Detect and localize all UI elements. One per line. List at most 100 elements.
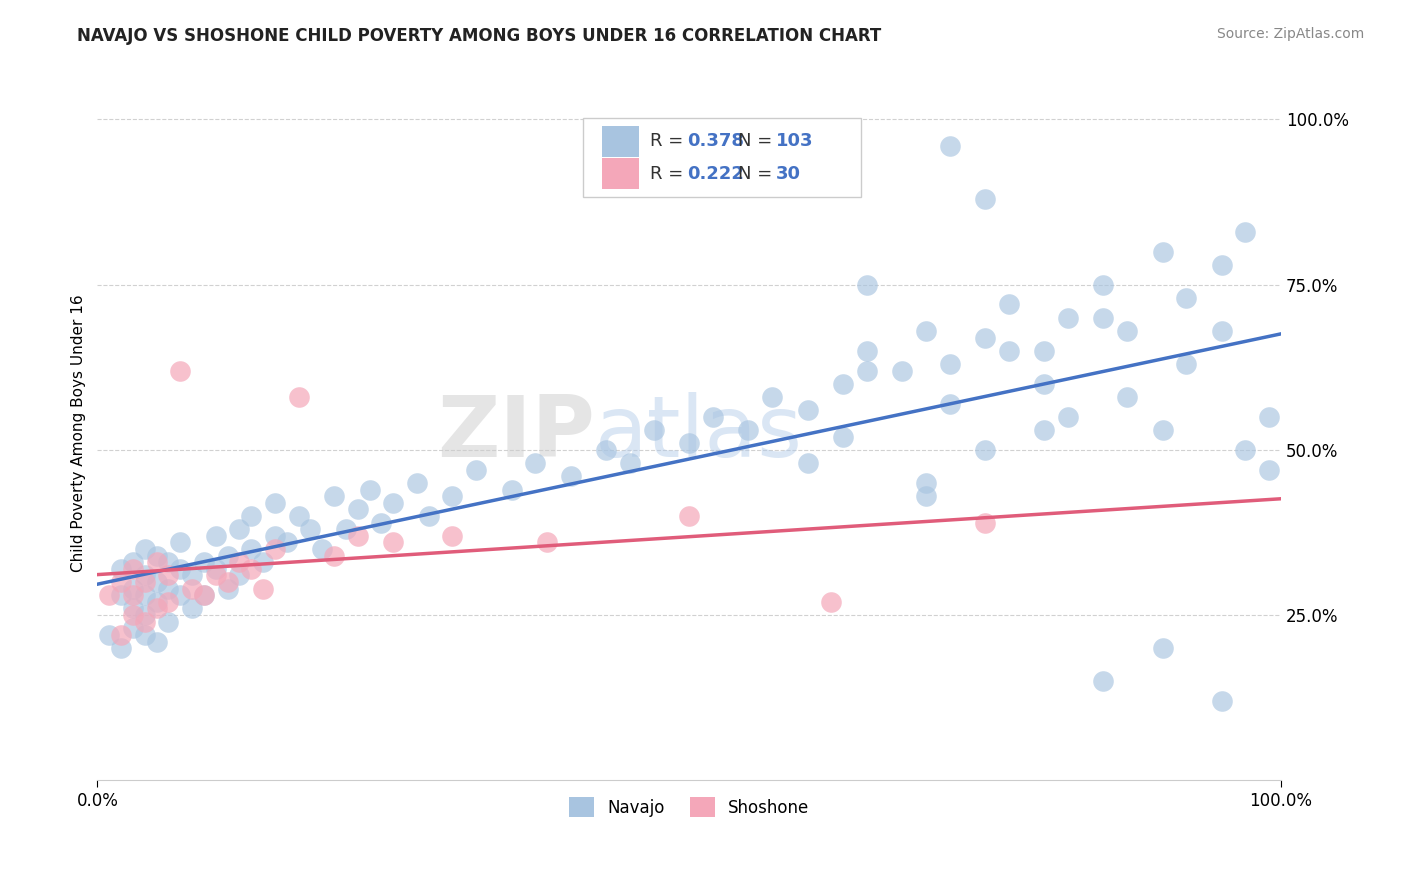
Point [406, 475, 429, 490]
Point [441, 529, 464, 543]
Point [915, 489, 938, 503]
Point [643, 423, 665, 437]
Point [1152, 641, 1174, 656]
Point [204, 562, 226, 576]
Point [276, 535, 298, 549]
Point [1116, 324, 1139, 338]
Point [157, 615, 180, 629]
Point [217, 575, 239, 590]
Point [252, 555, 274, 569]
Point [761, 390, 783, 404]
Point [240, 541, 263, 556]
Point [997, 297, 1019, 311]
Point [974, 442, 997, 457]
Point [145, 555, 167, 569]
Point [370, 516, 392, 530]
Point [323, 489, 346, 503]
Text: R =: R = [650, 164, 689, 183]
Point [855, 363, 877, 377]
Point [204, 529, 226, 543]
Point [702, 409, 724, 424]
Point [997, 343, 1019, 358]
Point [1092, 674, 1115, 689]
Point [145, 549, 167, 563]
Point [974, 192, 997, 206]
Y-axis label: Child Poverty Among Boys Under 16: Child Poverty Among Boys Under 16 [72, 294, 86, 572]
Point [737, 423, 759, 437]
Point [619, 456, 641, 470]
Point [134, 588, 156, 602]
Point [217, 582, 239, 596]
Point [346, 529, 368, 543]
Point [820, 595, 842, 609]
Point [1175, 291, 1198, 305]
Point [134, 628, 156, 642]
Point [287, 508, 309, 523]
Point [264, 529, 287, 543]
Point [974, 330, 997, 344]
Point [678, 436, 700, 450]
Text: 0.378: 0.378 [686, 132, 744, 151]
Point [110, 562, 132, 576]
Point [1211, 694, 1233, 708]
Text: ZIP: ZIP [437, 392, 595, 475]
Text: N =: N = [738, 164, 778, 183]
Point [169, 363, 191, 377]
Point [796, 403, 818, 417]
Point [121, 621, 143, 635]
Text: 30: 30 [776, 164, 800, 183]
Point [181, 601, 204, 615]
Point [891, 363, 914, 377]
FancyBboxPatch shape [602, 158, 640, 189]
Point [974, 516, 997, 530]
Point [1033, 343, 1056, 358]
Point [1057, 310, 1080, 325]
Point [134, 568, 156, 582]
Text: 0.222: 0.222 [686, 164, 744, 183]
Point [595, 442, 617, 457]
Point [915, 475, 938, 490]
Point [193, 555, 215, 569]
Point [169, 562, 191, 576]
Point [938, 396, 960, 410]
Point [252, 582, 274, 596]
Text: N =: N = [738, 132, 778, 151]
Point [134, 608, 156, 623]
Point [98, 588, 121, 602]
Point [1234, 442, 1257, 457]
Point [323, 549, 346, 563]
Point [1033, 423, 1056, 437]
Point [169, 535, 191, 549]
Point [145, 634, 167, 648]
Point [134, 615, 156, 629]
Point [382, 496, 405, 510]
Point [121, 562, 143, 576]
Point [121, 588, 143, 602]
Point [1152, 244, 1174, 259]
Point [560, 469, 582, 483]
Text: R =: R = [650, 132, 689, 151]
Point [1152, 423, 1174, 437]
Point [832, 376, 855, 391]
Point [240, 508, 263, 523]
Point [134, 575, 156, 590]
Point [121, 601, 143, 615]
Point [832, 430, 855, 444]
FancyBboxPatch shape [582, 118, 860, 197]
Point [1211, 258, 1233, 272]
Point [536, 535, 558, 549]
Point [1057, 409, 1080, 424]
Point [287, 390, 309, 404]
Point [418, 508, 440, 523]
Point [1258, 463, 1281, 477]
Point [1116, 390, 1139, 404]
Point [678, 508, 700, 523]
Legend: Navajo, Shoshone: Navajo, Shoshone [562, 790, 815, 824]
Point [501, 483, 523, 497]
Point [524, 456, 547, 470]
Point [145, 595, 167, 609]
Point [169, 588, 191, 602]
Point [855, 343, 877, 358]
Point [240, 562, 263, 576]
Point [110, 588, 132, 602]
